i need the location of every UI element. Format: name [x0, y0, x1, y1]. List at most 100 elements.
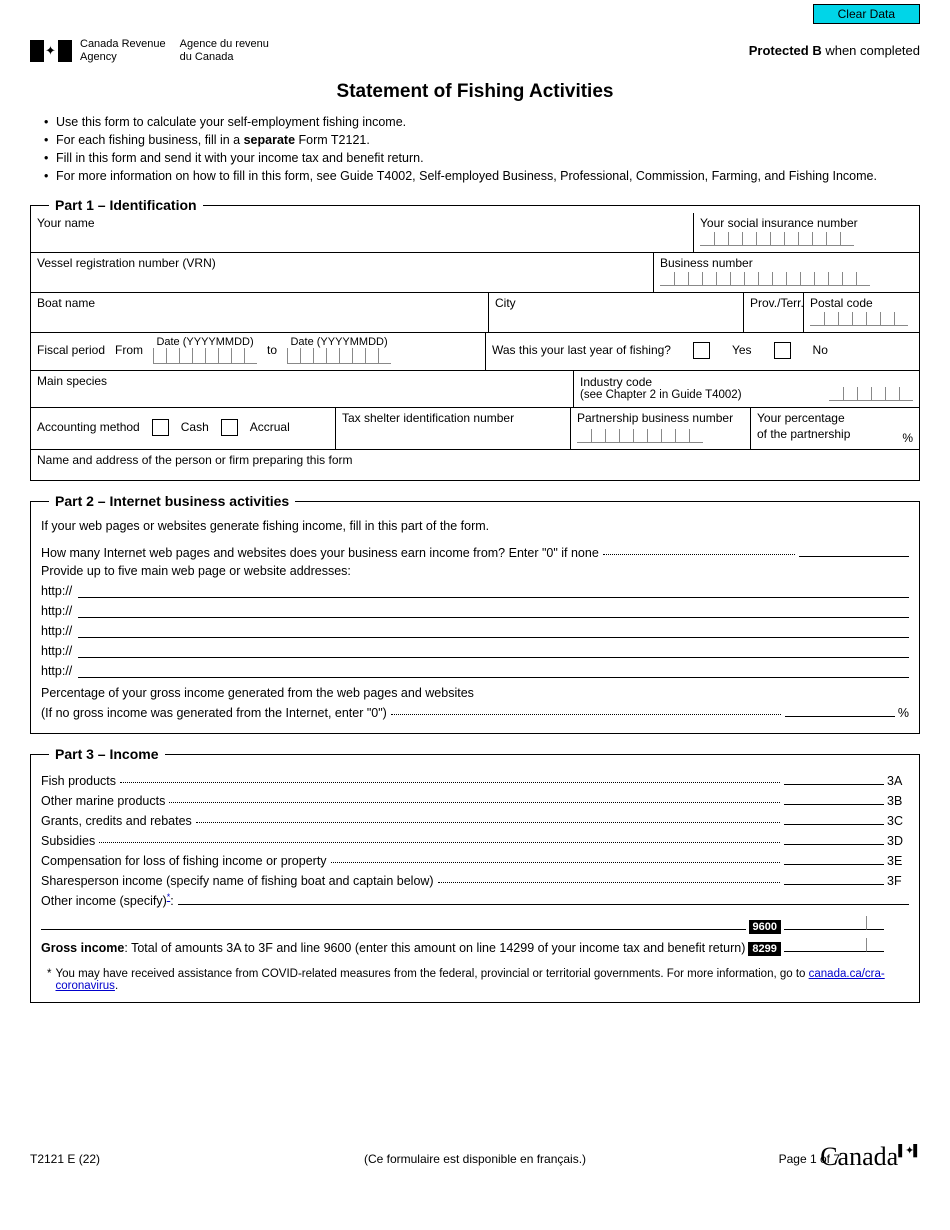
other-income-label: Other income (specify)*: [41, 892, 174, 908]
fiscal-from-input[interactable] [153, 348, 257, 364]
line-9600-box: 9600 [749, 920, 781, 934]
industry-code-sublabel: (see Chapter 2 in Guide T4002) [580, 389, 742, 401]
provide-addresses-label: Provide up to five main web page or webs… [41, 564, 909, 578]
last-year-no-checkbox[interactable] [774, 342, 791, 359]
instructions-list: Use this form to calculate your self-emp… [44, 115, 920, 183]
pct-gross-line1: Percentage of your gross income generate… [41, 686, 909, 700]
pct-gross-input[interactable] [785, 703, 895, 717]
form-number: T2121 E (22) [30, 1152, 100, 1166]
last-year-yes-checkbox[interactable] [693, 342, 710, 359]
from-label: From [115, 343, 143, 357]
amount-3d-input[interactable] [784, 831, 884, 845]
clear-data-button[interactable]: Clear Data [813, 4, 920, 24]
your-percentage-label: Your percentage [757, 411, 913, 425]
canada-wordmark: Canada▌✦▌ [820, 1142, 920, 1172]
gross-income-label: Gross income: Total of amounts 3A to 3F … [41, 941, 745, 955]
city-label: City [495, 296, 737, 310]
income-label: Other marine products [41, 794, 165, 808]
your-name-label: Your name [37, 216, 687, 230]
date-format-label: Date (YYYYMMDD) [153, 336, 257, 348]
http-prefix: http:// [41, 644, 72, 658]
part3-income: Part 3 – Income Fish products3A Other ma… [30, 746, 920, 1003]
accrual-label: Accrual [250, 420, 290, 434]
part2-legend: Part 2 – Internet business activities [49, 493, 295, 509]
url-input-1[interactable] [78, 584, 909, 598]
income-label: Fish products [41, 774, 116, 788]
url-input-4[interactable] [78, 644, 909, 658]
percent-symbol: % [902, 431, 913, 445]
amount-3e-input[interactable] [784, 851, 884, 865]
http-prefix: http:// [41, 664, 72, 678]
main-species-label: Main species [37, 374, 567, 388]
income-label: Sharesperson income (specify name of fis… [41, 874, 434, 888]
url-input-3[interactable] [78, 624, 909, 638]
industry-code-label: Industry code [580, 375, 742, 389]
other-income-specify-input[interactable] [178, 891, 909, 905]
instruction-item: For more information on how to fill in t… [44, 169, 920, 183]
business-number-label: Business number [660, 256, 913, 270]
partnership-bn-label: Partnership business number [577, 411, 744, 425]
boat-name-label: Boat name [37, 296, 482, 310]
agency-en-line1: Canada Revenue [80, 38, 166, 51]
prov-label: Prov./Terr. [750, 296, 797, 310]
http-prefix: http:// [41, 604, 72, 618]
instruction-item: For each fishing business, fill in a sep… [44, 133, 920, 147]
amount-8299-input[interactable] [784, 938, 884, 952]
preparer-label: Name and address of the person or firm p… [37, 453, 913, 467]
no-label: No [813, 343, 828, 357]
amount-9600-input[interactable] [784, 916, 884, 930]
postal-input[interactable] [810, 312, 913, 326]
website-count-input[interactable] [799, 543, 909, 557]
cash-label: Cash [181, 420, 209, 434]
date-format-label: Date (YYYYMMDD) [287, 336, 391, 348]
percent-symbol: % [898, 706, 909, 720]
url-input-2[interactable] [78, 604, 909, 618]
cra-flag-symbol [30, 40, 72, 62]
income-label: Compensation for loss of fishing income … [41, 854, 327, 868]
line-8299-box: 8299 [748, 942, 780, 956]
p2-intro: If your web pages or websites generate f… [41, 519, 909, 533]
http-prefix: http:// [41, 624, 72, 638]
line-code: 3D [887, 834, 909, 848]
header: Canada Revenue Agency Agence du revenu d… [30, 38, 920, 63]
line-code: 3C [887, 814, 909, 828]
cash-checkbox[interactable] [152, 419, 169, 436]
line-code: 3B [887, 794, 909, 808]
pct-gross-line2: (If no gross income was generated from t… [41, 706, 387, 720]
part2-internet: Part 2 – Internet business activities If… [30, 493, 920, 734]
line-code: 3A [887, 774, 909, 788]
postal-label: Postal code [810, 296, 913, 310]
fiscal-to-input[interactable] [287, 348, 391, 364]
fiscal-period-label: Fiscal period [37, 344, 105, 357]
how-many-websites-label: How many Internet web pages and websites… [41, 546, 599, 560]
part1-legend: Part 1 – Identification [49, 197, 203, 213]
amount-3a-input[interactable] [784, 771, 884, 785]
accrual-checkbox[interactable] [221, 419, 238, 436]
accounting-method-label: Accounting method [37, 420, 140, 434]
amount-3f-input[interactable] [784, 871, 884, 885]
business-number-input[interactable] [660, 272, 913, 286]
instruction-item: Use this form to calculate your self-emp… [44, 115, 920, 129]
french-notice: (Ce formulaire est disponible en françai… [364, 1152, 586, 1166]
to-label: to [267, 343, 277, 357]
line-code: 3E [887, 854, 909, 868]
amount-3b-input[interactable] [784, 791, 884, 805]
protected-b-label: Protected B when completed [749, 43, 920, 58]
url-input-5[interactable] [78, 664, 909, 678]
sin-label: Your social insurance number [700, 216, 913, 230]
agency-fr-line2: du Canada [180, 51, 269, 64]
sin-input[interactable] [700, 232, 913, 246]
last-year-label: Was this your last year of fishing? [492, 343, 671, 357]
page-title: Statement of Fishing Activities [30, 81, 920, 103]
amount-3c-input[interactable] [784, 811, 884, 825]
industry-code-input[interactable] [829, 387, 913, 401]
http-prefix: http:// [41, 584, 72, 598]
other-income-line2-input[interactable] [41, 916, 746, 930]
partnership-bn-input[interactable] [577, 429, 744, 443]
income-label: Subsidies [41, 834, 95, 848]
vrn-label: Vessel registration number (VRN) [37, 256, 647, 270]
agency-name-block: Canada Revenue Agency Agence du revenu d… [80, 38, 269, 63]
tax-shelter-label: Tax shelter identification number [342, 411, 564, 425]
yes-label: Yes [732, 343, 752, 357]
page-footer: T2121 E (22) (Ce formulaire est disponib… [30, 1152, 920, 1166]
